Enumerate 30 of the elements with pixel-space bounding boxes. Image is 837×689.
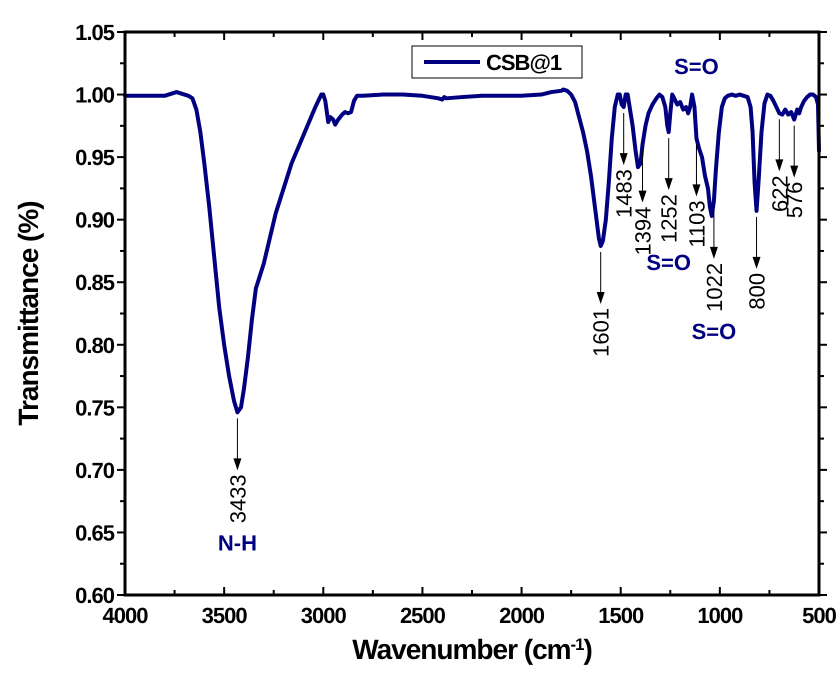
annotation: 1252 (656, 194, 682, 244)
y-tick-label: 0.95 (75, 145, 115, 170)
x-tick-label: 3500 (202, 603, 248, 628)
y-axis-title: Transmittance (%) (13, 201, 44, 426)
x-tick-label: 1500 (598, 603, 644, 628)
annotation: 1601 (588, 308, 614, 357)
annotation: S=O (674, 54, 719, 79)
x-tick-label: 1000 (697, 603, 744, 628)
annotation: 1103 (684, 200, 710, 248)
y-tick-label: 0.70 (75, 458, 115, 483)
x-tick-label: 2500 (400, 603, 446, 628)
line-series (123, 88, 821, 414)
x-tick-label: 2000 (499, 603, 545, 628)
x-tick-label: 500 (802, 603, 837, 628)
annotation: S=O (692, 318, 736, 344)
legend-label: CSB@1 (486, 50, 562, 75)
annotation: 3433 (225, 474, 250, 524)
annotation: 800 (744, 272, 770, 310)
y-tick-label: 0.90 (75, 208, 115, 233)
y-tick-label: 1.00 (75, 82, 115, 108)
y-tick-label: 0.85 (75, 270, 115, 296)
y-tick-label: 0.75 (75, 395, 115, 420)
y-tick-label: 0.65 (75, 520, 115, 546)
y-tick-label: 0.80 (75, 332, 115, 358)
x-tick-label: 3000 (300, 603, 347, 628)
x-axis-title: Wavenumber (cm$^{-1}$) (352, 634, 592, 665)
annotation: 1022 (702, 262, 727, 312)
annotation: N-H (218, 530, 257, 556)
y-tick-label: 1.05 (75, 20, 115, 45)
annotation: 1394 (630, 206, 656, 256)
